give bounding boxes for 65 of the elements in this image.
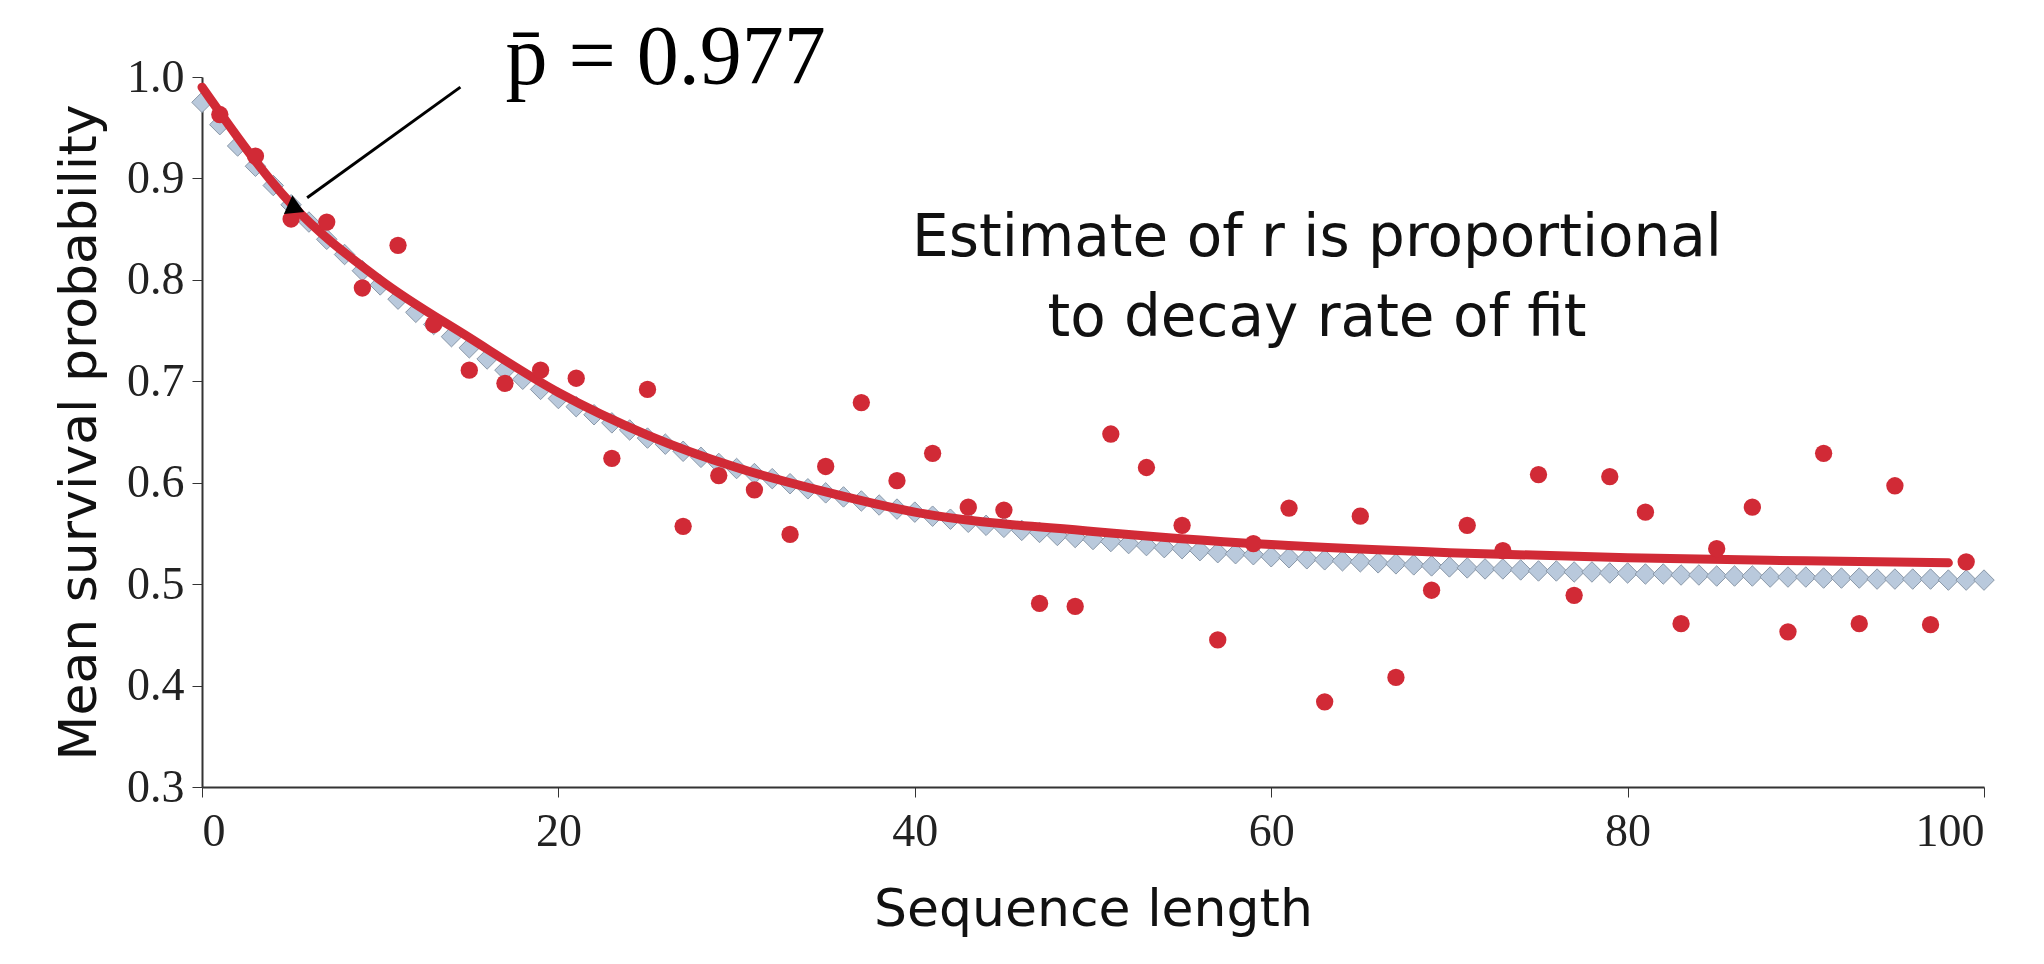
- point: [817, 457, 835, 476]
- point: [1814, 444, 1833, 462]
- y-tick-label: 0.4: [127, 659, 185, 711]
- point: [1886, 477, 1904, 495]
- point: [1957, 553, 1975, 571]
- point: [1316, 693, 1334, 711]
- point: [531, 361, 550, 379]
- y-axis-title: Mean survival probability: [48, 104, 108, 761]
- point: [888, 472, 906, 490]
- point: [1850, 615, 1868, 633]
- x-tick-label: 80: [1605, 804, 1652, 856]
- point: [496, 374, 514, 392]
- point: [246, 147, 265, 165]
- point: [567, 369, 585, 387]
- point: [1387, 668, 1405, 687]
- x-tick-label: 100: [1915, 804, 1985, 856]
- point: [1422, 581, 1441, 599]
- point: [1636, 503, 1655, 521]
- point: [1244, 534, 1263, 553]
- x-tick-label: 60: [1248, 804, 1295, 856]
- y-tick-label: 1.0: [127, 50, 185, 102]
- point: [460, 361, 478, 379]
- y-tick-label: 0.7: [127, 354, 185, 406]
- point: [1601, 467, 1619, 486]
- point: [995, 501, 1013, 519]
- point: [1529, 465, 1548, 484]
- x-axis-title: Sequence length: [874, 877, 1313, 938]
- point: [959, 498, 977, 516]
- point: [852, 393, 870, 412]
- y-tick-label: 0.3: [127, 760, 185, 812]
- point: [710, 466, 728, 485]
- y-tick-label: 0.6: [127, 456, 185, 508]
- point: [1030, 594, 1049, 613]
- point: [1672, 615, 1690, 633]
- point: [1209, 631, 1227, 649]
- point: [1565, 586, 1583, 604]
- point: [1743, 498, 1761, 516]
- point: [781, 525, 799, 544]
- point: [1066, 597, 1084, 616]
- point: [1137, 458, 1156, 477]
- annotation: Estimate of r is proportional to decay rate of fit: [912, 202, 1722, 350]
- annotation: p̄ = 0.977: [505, 9, 826, 103]
- point: [1779, 623, 1797, 641]
- x-tick-label: 40: [892, 804, 939, 856]
- point: [1280, 499, 1298, 517]
- point: [1351, 507, 1369, 525]
- y-tick-label: 0.5: [127, 557, 185, 609]
- x-tick-label: 0: [202, 804, 226, 856]
- point: [638, 380, 657, 399]
- point: [1494, 542, 1512, 560]
- point: [745, 481, 764, 499]
- point: [353, 279, 372, 297]
- point: [389, 236, 407, 255]
- y-tick-label: 0.8: [127, 253, 185, 305]
- point: [603, 449, 621, 468]
- point: [211, 105, 229, 124]
- point: [1458, 516, 1476, 534]
- x-tick-label: 20: [535, 804, 582, 856]
- y-tick-label: 0.9: [127, 151, 185, 203]
- point: [674, 517, 692, 535]
- point: [1173, 516, 1191, 534]
- point: [1921, 616, 1940, 634]
- point: [1102, 425, 1120, 443]
- point: [318, 213, 336, 231]
- point: [923, 444, 942, 462]
